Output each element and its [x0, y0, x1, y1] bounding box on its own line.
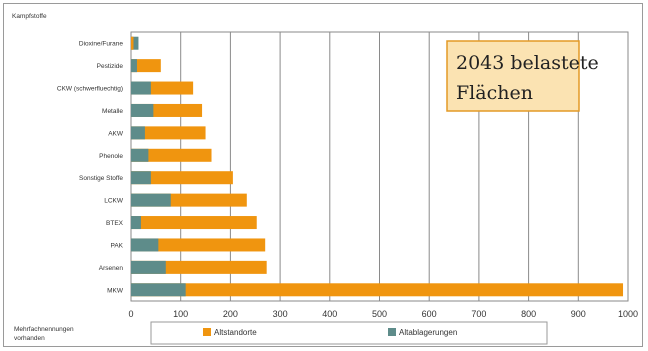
category-label-7: LCKW	[104, 198, 124, 205]
bar-altablagerungen-6	[131, 171, 151, 185]
bar-altstandorte-8	[131, 216, 257, 230]
x-tick-label-300: 300	[273, 309, 288, 319]
bar-altablagerungen-7	[131, 193, 171, 207]
bar-altablagerungen-8	[131, 216, 141, 230]
category-label-3: Metalle	[102, 108, 123, 115]
bar-altablagerungen-2	[131, 81, 151, 95]
bar-altstandorte-4	[131, 126, 206, 140]
bar-altstandorte-0	[131, 36, 134, 50]
legend-swatch-altablagerungen	[388, 328, 396, 336]
category-label-8: BTEX	[106, 220, 124, 227]
bar-altablagerungen-0	[131, 36, 139, 50]
category-label-11: MKW	[107, 287, 124, 294]
x-tick-label-600: 600	[422, 309, 437, 319]
bar-altablagerungen-3	[131, 103, 154, 117]
x-tick-label-900: 900	[571, 309, 586, 319]
legend-label-altablagerungen: Altablagerungen	[399, 328, 457, 337]
x-tick-label-500: 500	[372, 309, 387, 319]
annotation-box: 2043 belastete Flächen	[446, 40, 599, 112]
bar-altstandorte-5	[131, 148, 212, 162]
bottom-note: Mehrfachnennungen vorhanden	[14, 326, 74, 342]
bar-altablagerungen-10	[131, 260, 166, 274]
annotation-background	[446, 40, 580, 112]
x-axis-ticks: 0 100 200 300 400 500 600 700 800 900 1000	[128, 309, 638, 319]
bar-altstandorte-1	[131, 59, 161, 73]
category-label-10: Arsenen	[99, 265, 124, 272]
category-labels: Kampfstoffe Dioxine/Furane Pestizide CKW (…	[12, 13, 124, 294]
legend: Altstandorte Altablagerungen	[150, 321, 548, 345]
x-tick-label-200: 200	[223, 309, 238, 319]
bar-altstandorte-11	[131, 283, 624, 297]
annotation-line-2: Flächen	[456, 82, 533, 104]
category-label-9: PAK	[110, 242, 123, 249]
x-tick-label-400: 400	[322, 309, 337, 319]
bar-altablagerungen-9	[131, 238, 159, 252]
legend-box	[150, 321, 548, 345]
bottom-note-line-1: Mehrfachnennungen	[14, 326, 74, 333]
x-tick-label-1000: 1000	[618, 309, 638, 319]
legend-swatch-altstandorte	[203, 328, 211, 336]
x-tick-label-700: 700	[471, 309, 486, 319]
chart-canvas: Kampfstoffe Dioxine/Furane Pestizide CKW (…	[12, 13, 638, 345]
category-label-0: Dioxine/Furane	[79, 41, 123, 48]
category-header-label: Kampfstoffe	[12, 13, 47, 20]
chart-frame: Kampfstoffe Dioxine/Furane Pestizide CKW (…	[3, 3, 643, 347]
legend-label-altstandorte: Altstandorte	[214, 328, 257, 337]
category-label-1: Pestizide	[97, 63, 124, 70]
x-tick-label-0: 0	[128, 309, 133, 319]
x-tick-label-800: 800	[521, 309, 536, 319]
bottom-note-line-2: vorhanden	[14, 335, 45, 342]
category-label-6: Sonstige Stoffe	[79, 175, 123, 182]
bar-altstandorte-9	[131, 238, 266, 252]
category-label-2: CKW (schwerfluechtig)	[57, 86, 123, 93]
bar-altablagerungen-4	[131, 126, 145, 140]
bar-altablagerungen-11	[131, 283, 186, 297]
annotation-line-1: 2043 belastete	[456, 52, 599, 74]
x-tick-label-100: 100	[173, 309, 188, 319]
category-label-5: Phenole	[99, 153, 123, 160]
category-label-4: AKW	[108, 130, 124, 137]
bar-altstandorte-6	[131, 171, 233, 185]
bar-altablagerungen-1	[131, 59, 137, 73]
bars	[131, 36, 624, 297]
bar-altablagerungen-5	[131, 148, 149, 162]
